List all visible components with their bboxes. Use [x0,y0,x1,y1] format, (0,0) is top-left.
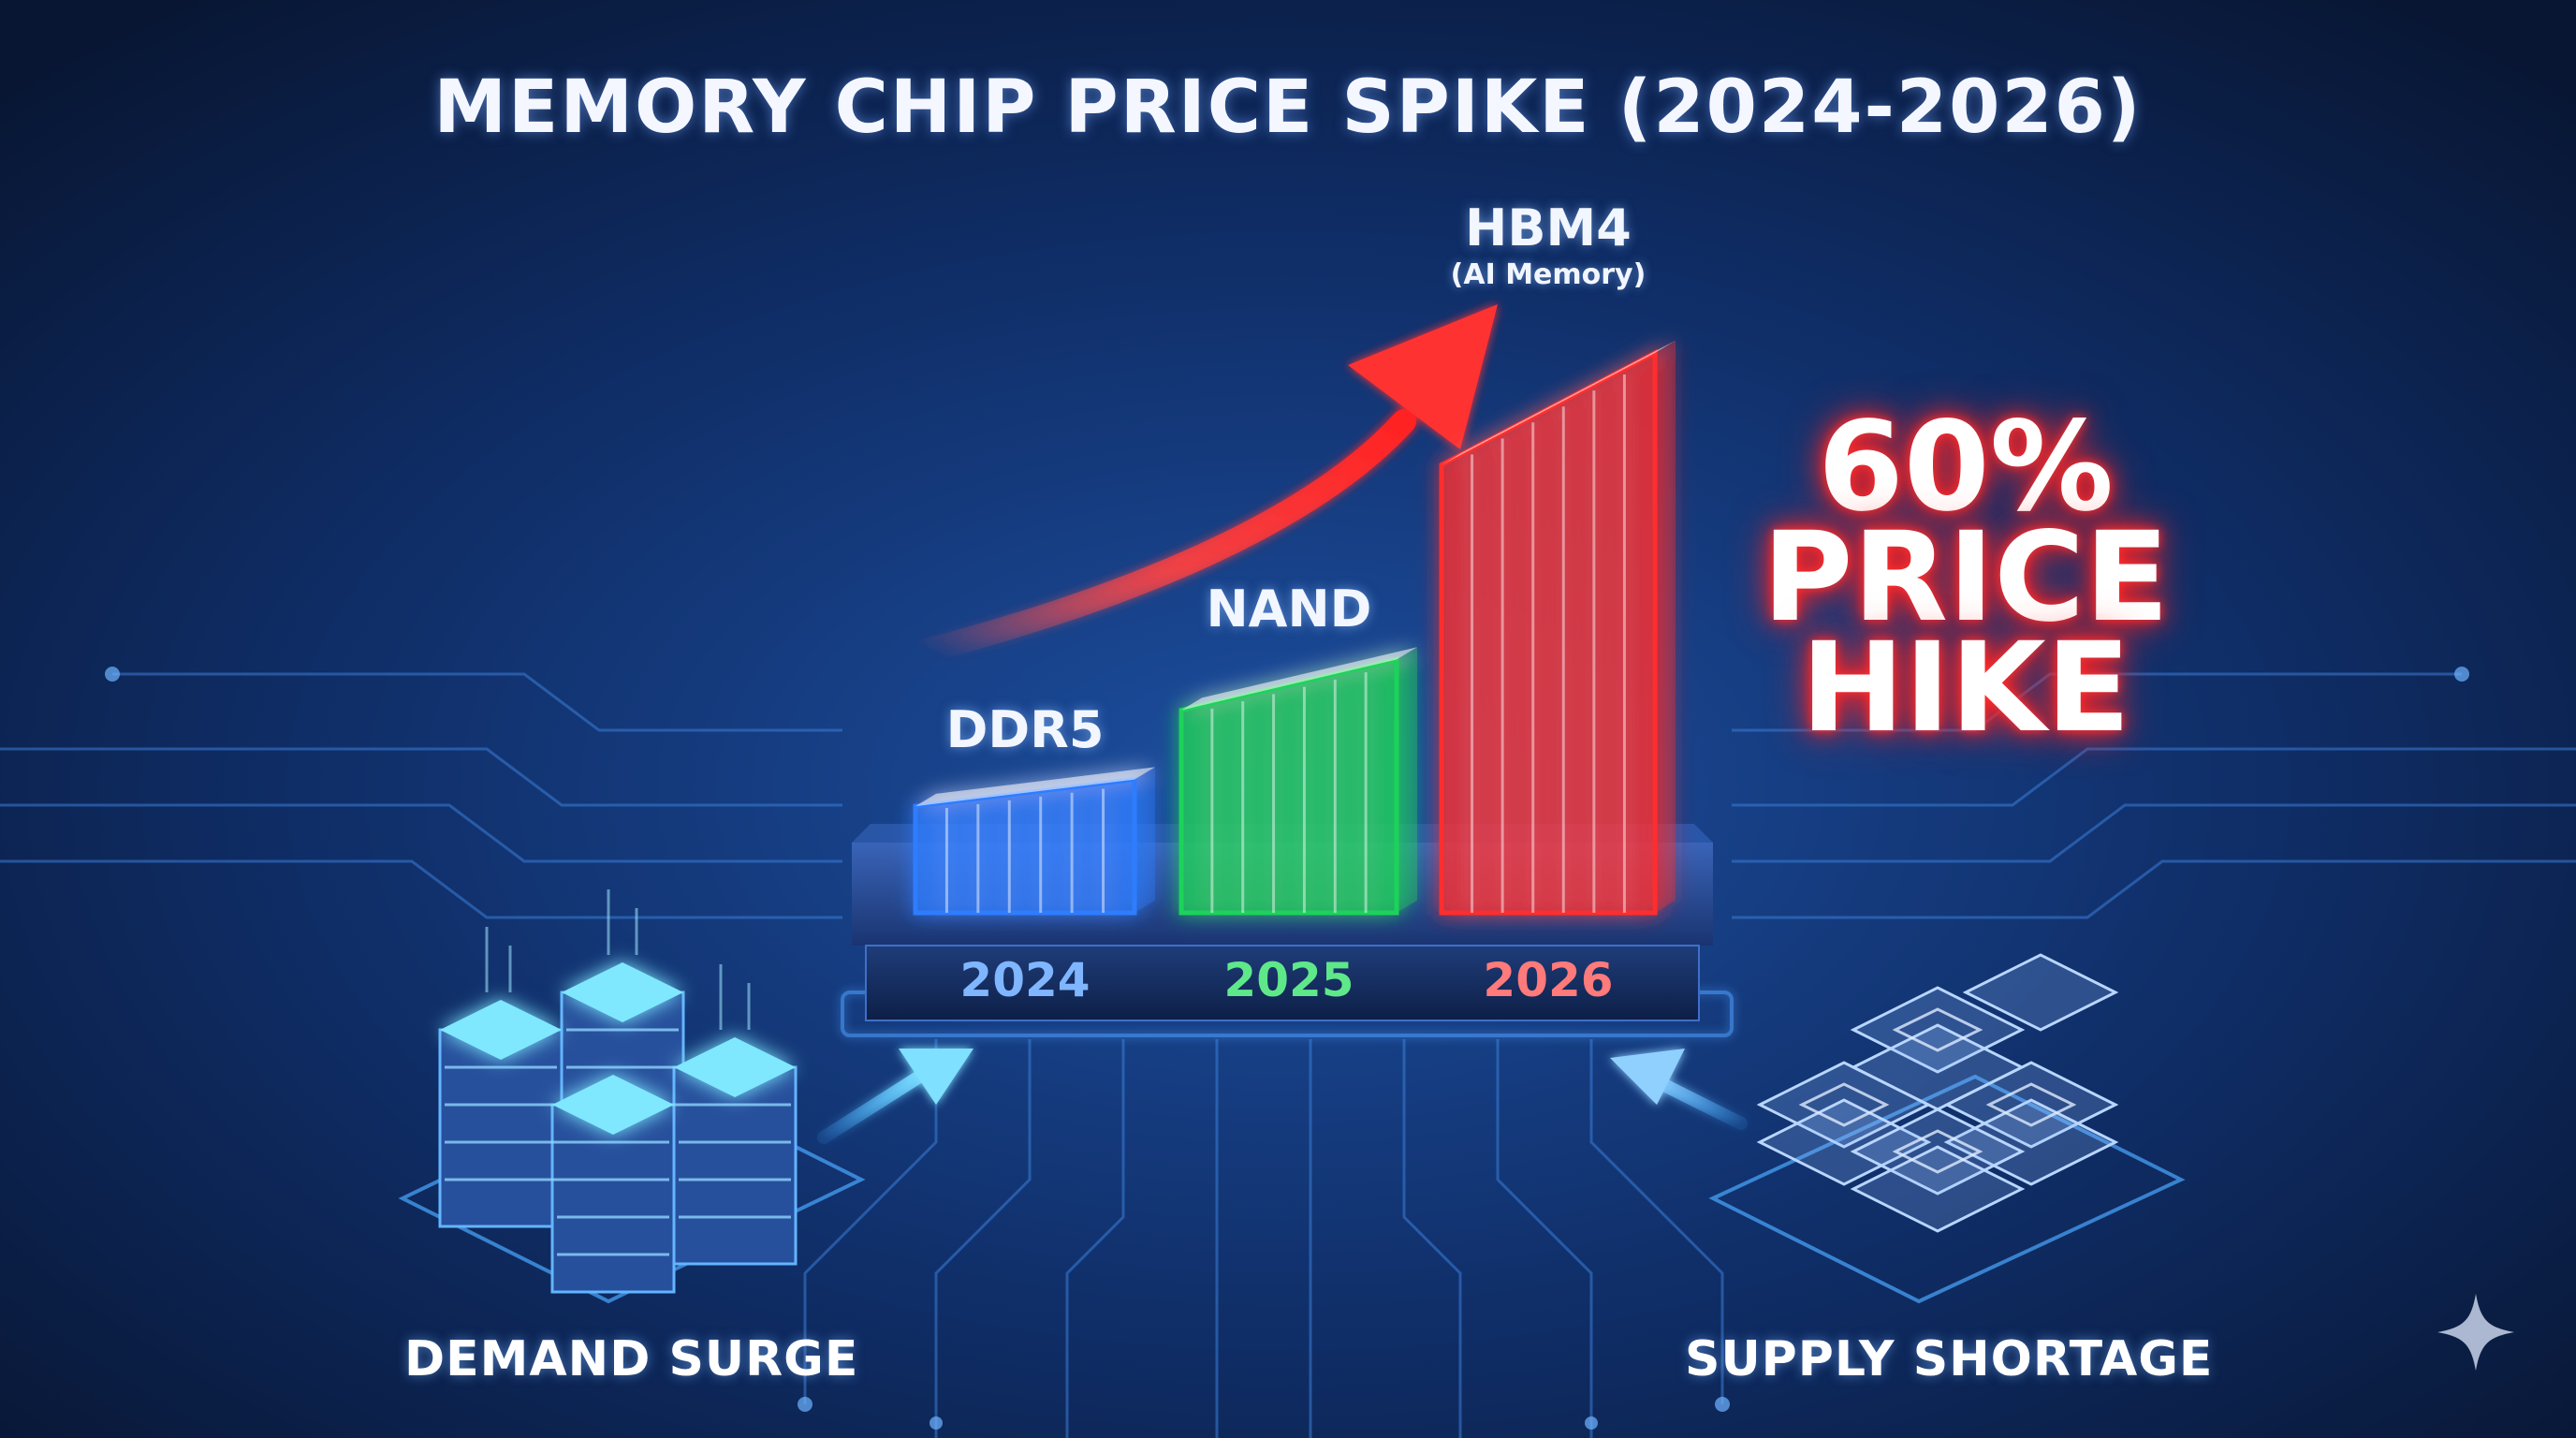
page-title: MEMORY CHIP PRICE SPIKE (2024-2026) [433,66,2143,150]
x-tick-2025: 2025 [1223,953,1354,1007]
callout-percent: 60% [1818,395,2114,539]
callout-price: PRICE [1762,506,2170,650]
callout-hike: HIKE [1800,616,2131,760]
bar-label-ddr5: DDR5 [945,699,1105,759]
bar-label-hbm4: HBM4 [1465,198,1632,257]
bar-2026 [1439,340,1676,916]
bar-2024 [913,767,1155,916]
sparkle-icon [2437,1294,2514,1371]
bar-2025-top [1181,647,1417,711]
bar-2024-side [1134,767,1155,913]
trend-arrow-icon [915,304,1498,663]
memory-chip-stack-icon [1708,953,2186,1304]
supply-shortage-label: SUPPLY SHORTAGE [1685,1331,2214,1387]
circuit-traces [0,672,2576,1438]
server-stack-icon [398,889,866,1304]
bar-2024-top [915,767,1155,807]
bar-label-nand: NAND [1206,580,1372,639]
chart-bars [913,340,1676,916]
bar-2025 [1178,647,1417,916]
x-tick-2026: 2026 [1483,953,1614,1007]
x-tick-2024: 2024 [959,953,1090,1007]
bar-sublabel-hbm4: (AI Memory) [1450,257,1647,291]
bar-2026-side [1655,340,1676,913]
bar-2025-side [1397,647,1417,913]
price-hike-callout: 60% PRICE HIKE [1713,395,2218,760]
circuit-nodes [105,667,2469,1430]
demand-surge-label: DEMAND SURGE [404,1331,859,1387]
supply-arrow-icon [1610,1049,1748,1130]
demand-arrow-icon [817,1049,973,1144]
bar-2026-top [1442,340,1676,465]
